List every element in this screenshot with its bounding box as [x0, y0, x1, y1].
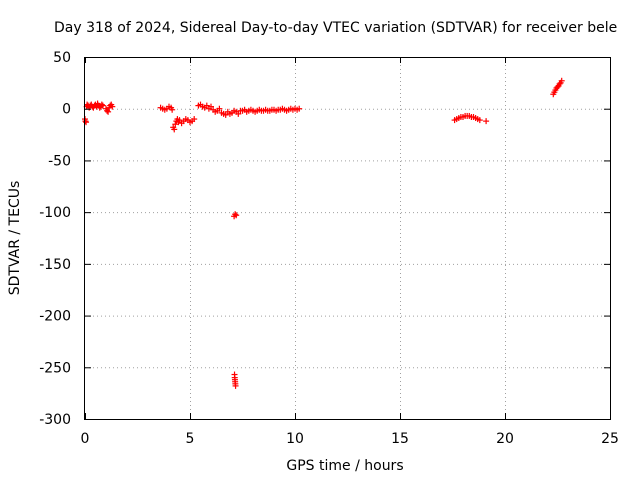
data-point — [232, 211, 239, 218]
y-tick-label: 0 — [62, 102, 71, 118]
y-tick-label: -100 — [39, 205, 71, 221]
data-point — [104, 107, 111, 114]
data-point — [232, 382, 239, 389]
y-axis-label: SDTVAR / TECUs — [7, 181, 23, 296]
x-tick-label: 15 — [391, 431, 409, 447]
data-point — [216, 105, 223, 112]
x-axis-label: GPS time / hours — [286, 458, 403, 474]
y-tick-label: -50 — [48, 153, 71, 169]
data-point — [233, 212, 240, 219]
data-point — [82, 118, 89, 125]
data-point — [96, 104, 103, 111]
x-tick-label: 5 — [186, 431, 195, 447]
x-tick-label: 0 — [81, 431, 90, 447]
chart-title: Day 318 of 2024, Sidereal Day-to-day VTE… — [54, 20, 617, 36]
axis-ticks: 0 5 10 15 20 25 50 0 -50 -100 -150 -200 -250 -300 — [39, 50, 619, 447]
y-tick-label: 50 — [53, 50, 71, 66]
data-point — [235, 110, 242, 117]
data-point — [476, 117, 483, 124]
data-point — [296, 105, 303, 112]
data-point — [222, 111, 229, 118]
y-tick-label: -250 — [39, 360, 71, 376]
x-tick-label: 25 — [601, 431, 619, 447]
plot-frame — [84, 57, 611, 420]
data-point — [483, 118, 490, 125]
y-tick-label: -300 — [39, 412, 71, 428]
data-points — [82, 77, 565, 389]
grid — [85, 57, 610, 419]
y-tick-label: -200 — [39, 309, 71, 325]
data-point — [171, 126, 178, 133]
data-point — [203, 102, 210, 109]
data-point — [172, 121, 179, 128]
data-point — [556, 80, 563, 87]
x-tick-label: 20 — [496, 431, 514, 447]
data-point — [176, 117, 183, 124]
data-point — [558, 77, 565, 84]
data-point — [83, 119, 90, 126]
data-point — [191, 116, 198, 123]
y-tick-label: -150 — [39, 257, 71, 273]
data-point — [208, 103, 214, 110]
data-point — [169, 106, 176, 113]
data-point — [554, 83, 561, 90]
x-tick-label: 10 — [286, 431, 304, 447]
data-point — [99, 102, 106, 109]
data-point — [98, 101, 105, 108]
data-point — [105, 108, 112, 115]
data-point — [109, 103, 116, 110]
